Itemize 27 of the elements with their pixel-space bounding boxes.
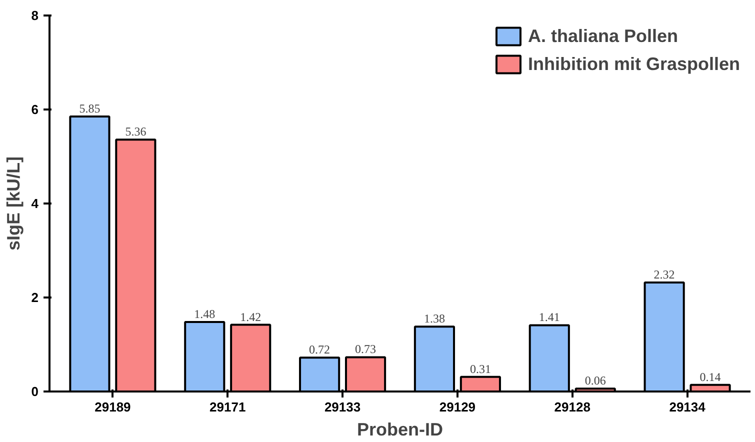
y-tick-label: 6 — [31, 102, 39, 117]
data-label: 2.32 — [654, 267, 675, 282]
y-tick-label: 4 — [31, 196, 40, 211]
legend-label: Inhibition mit Graspollen — [528, 54, 740, 74]
x-tick-label: 29134 — [669, 400, 706, 414]
x-tick-label: 29129 — [439, 400, 476, 414]
data-label: 0.14 — [700, 370, 721, 384]
y-tick-label: 0 — [31, 384, 39, 399]
x-tick-label: 29133 — [324, 400, 361, 414]
data-label: 0.73 — [355, 342, 376, 356]
data-label: 0.72 — [309, 342, 330, 357]
legend-label: A. thaliana Pollen — [528, 26, 678, 46]
x-axis-title: Proben-ID — [357, 420, 444, 440]
data-label: 5.36 — [125, 124, 146, 139]
data-label: 1.38 — [424, 312, 445, 326]
data-label: 1.42 — [240, 310, 262, 324]
data-label: 1.48 — [194, 306, 216, 321]
y-tick-label: 8 — [31, 8, 39, 23]
data-label: 1.41 — [538, 310, 560, 324]
x-tick-label: 29128 — [554, 400, 590, 414]
data-label: 5.85 — [79, 102, 100, 116]
x-tick-label: 29189 — [94, 400, 131, 414]
data-label: 0.31 — [470, 362, 491, 376]
data-label: 0.06 — [584, 374, 606, 388]
y-tick-label: 2 — [31, 290, 39, 305]
x-tick-label: 29171 — [210, 400, 246, 414]
y-axis-title: sIgE [kU/L] — [3, 156, 24, 251]
